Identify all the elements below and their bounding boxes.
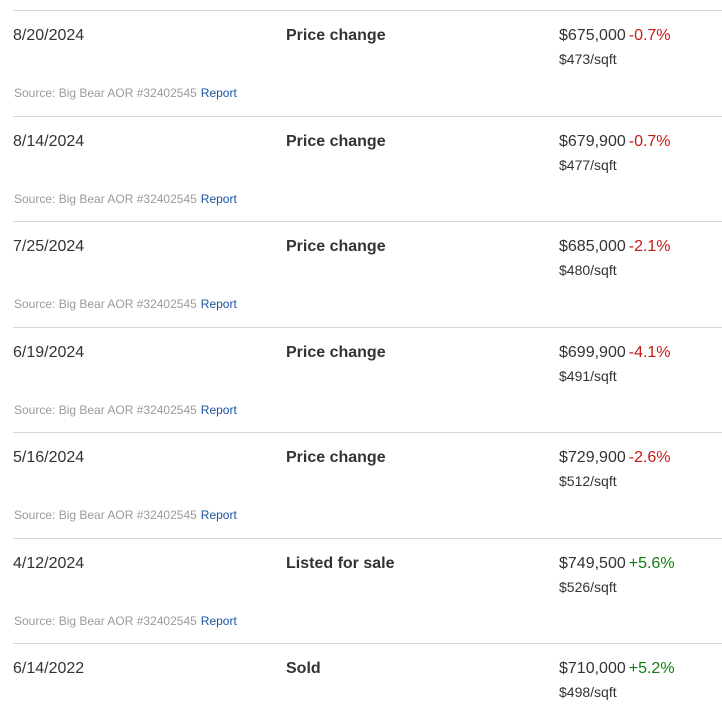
price-block: $749,500 +5.6% $526/sqft bbox=[559, 554, 675, 596]
report-link[interactable]: Report bbox=[200, 403, 237, 417]
history-event: Price change bbox=[286, 27, 386, 44]
report-link[interactable]: Report bbox=[200, 297, 237, 311]
history-row: 6/14/2022 Sold $710,000 +5.2% $498/sqft bbox=[13, 643, 722, 714]
history-date: 8/20/2024 bbox=[13, 27, 85, 44]
price-per-sqft: $526/sqft bbox=[559, 579, 617, 595]
report-link[interactable]: Report bbox=[200, 192, 237, 206]
history-event: Listed for sale bbox=[286, 555, 395, 572]
price-change-percent: -2.1% bbox=[628, 238, 671, 255]
report-link[interactable]: Report bbox=[200, 614, 237, 628]
price-block: $729,900 -2.6% $512/sqft bbox=[559, 448, 671, 490]
history-row: 7/25/2024 Price change $685,000 -2.1% $48… bbox=[13, 221, 722, 326]
source-line: Source: Big Bear AOR #32402545 Report bbox=[14, 613, 237, 629]
price-change-percent: -0.7% bbox=[628, 27, 671, 44]
history-date: 6/19/2024 bbox=[13, 344, 85, 361]
source-text: Source: Big Bear AOR #32402545 bbox=[14, 403, 197, 417]
price-per-sqft: $473/sqft bbox=[559, 51, 617, 67]
price-per-sqft: $480/sqft bbox=[559, 262, 617, 278]
history-price: $710,000 bbox=[559, 660, 626, 677]
report-link[interactable]: Report bbox=[200, 508, 237, 522]
history-row: 6/19/2024 Price change $699,900 -4.1% $49… bbox=[13, 327, 722, 432]
price-block: $685,000 -2.1% $480/sqft bbox=[559, 237, 671, 279]
history-event: Price change bbox=[286, 133, 386, 150]
history-date: 7/25/2024 bbox=[13, 238, 85, 255]
history-row: 8/20/2024 Price change $675,000 -0.7% $47… bbox=[13, 10, 722, 115]
source-text: Source: Big Bear AOR #32402545 bbox=[14, 192, 197, 206]
price-per-sqft: $512/sqft bbox=[559, 473, 617, 489]
history-row: 5/16/2024 Price change $729,900 -2.6% $51… bbox=[13, 432, 722, 537]
history-event: Price change bbox=[286, 344, 386, 361]
price-block: $699,900 -4.1% $491/sqft bbox=[559, 343, 671, 385]
price-block: $679,900 -0.7% $477/sqft bbox=[559, 132, 671, 174]
history-row: 8/14/2024 Price change $679,900 -0.7% $47… bbox=[13, 116, 722, 221]
history-price: $749,500 bbox=[559, 555, 626, 572]
history-event: Sold bbox=[286, 660, 321, 677]
history-date: 8/14/2024 bbox=[13, 133, 85, 150]
source-text: Source: Big Bear AOR #32402545 bbox=[14, 508, 197, 522]
history-price: $675,000 bbox=[559, 27, 626, 44]
history-date: 5/16/2024 bbox=[13, 449, 85, 466]
price-block: $710,000 +5.2% $498/sqft bbox=[559, 659, 675, 701]
price-change-percent: +5.6% bbox=[628, 555, 675, 572]
price-per-sqft: $477/sqft bbox=[559, 157, 617, 173]
price-change-percent: -2.6% bbox=[628, 449, 671, 466]
history-price: $729,900 bbox=[559, 449, 626, 466]
source-text: Source: Big Bear AOR #32402545 bbox=[14, 614, 197, 628]
source-line: Source: Big Bear AOR #32402545 Report bbox=[14, 296, 237, 312]
history-date: 6/14/2022 bbox=[13, 660, 85, 677]
history-date: 4/12/2024 bbox=[13, 555, 85, 572]
price-change-percent: +5.2% bbox=[628, 660, 675, 677]
source-line: Source: Big Bear AOR #32402545 Report bbox=[14, 402, 237, 418]
source-text: Source: Big Bear AOR #32402545 bbox=[14, 297, 197, 311]
source-line: Source: Big Bear AOR #32402545 Report bbox=[14, 507, 237, 523]
source-line: Source: Big Bear AOR #32402545 Report bbox=[14, 191, 237, 207]
price-block: $675,000 -0.7% $473/sqft bbox=[559, 26, 671, 68]
history-price: $685,000 bbox=[559, 238, 626, 255]
price-per-sqft: $498/sqft bbox=[559, 684, 617, 700]
history-price: $699,900 bbox=[559, 344, 626, 361]
history-row: 4/12/2024 Listed for sale $749,500 +5.6% … bbox=[13, 538, 722, 643]
history-event: Price change bbox=[286, 238, 386, 255]
price-change-percent: -4.1% bbox=[628, 344, 671, 361]
history-event: Price change bbox=[286, 449, 386, 466]
price-change-percent: -0.7% bbox=[628, 133, 671, 150]
history-price: $679,900 bbox=[559, 133, 626, 150]
source-line: Source: Big Bear AOR #32402545 Report bbox=[14, 85, 237, 101]
price-per-sqft: $491/sqft bbox=[559, 368, 617, 384]
source-text: Source: Big Bear AOR #32402545 bbox=[14, 86, 197, 100]
report-link[interactable]: Report bbox=[200, 86, 237, 100]
